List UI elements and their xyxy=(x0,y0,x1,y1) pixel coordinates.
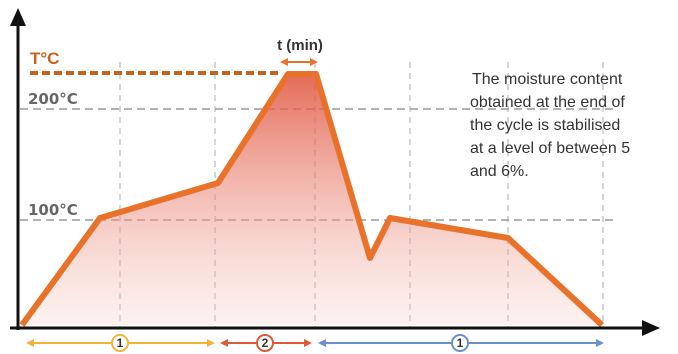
phase: 1 xyxy=(26,334,215,352)
curve xyxy=(19,71,605,328)
y-arrow xyxy=(10,8,26,26)
time-arrow xyxy=(280,58,318,66)
phase-label: 1 xyxy=(457,336,464,350)
note-line: the cycle is stabilised xyxy=(470,117,620,134)
note-line: obtained at the end of xyxy=(470,94,625,111)
time-label: t (min) xyxy=(277,37,323,54)
note-line: and 6%. xyxy=(470,163,529,180)
phase-label: 1 xyxy=(117,336,124,350)
level-label: 200°C xyxy=(28,90,78,108)
phase: 2 xyxy=(220,334,312,352)
phase-label: 2 xyxy=(262,336,269,350)
level-label: 100°C xyxy=(28,201,78,219)
note-line: at a level of between 5 xyxy=(470,140,630,157)
phase: 1 xyxy=(318,334,604,352)
area xyxy=(22,74,602,325)
x-arrow xyxy=(642,320,660,336)
note-line: The moisture content xyxy=(472,71,623,88)
y-title: T°C xyxy=(30,49,59,68)
